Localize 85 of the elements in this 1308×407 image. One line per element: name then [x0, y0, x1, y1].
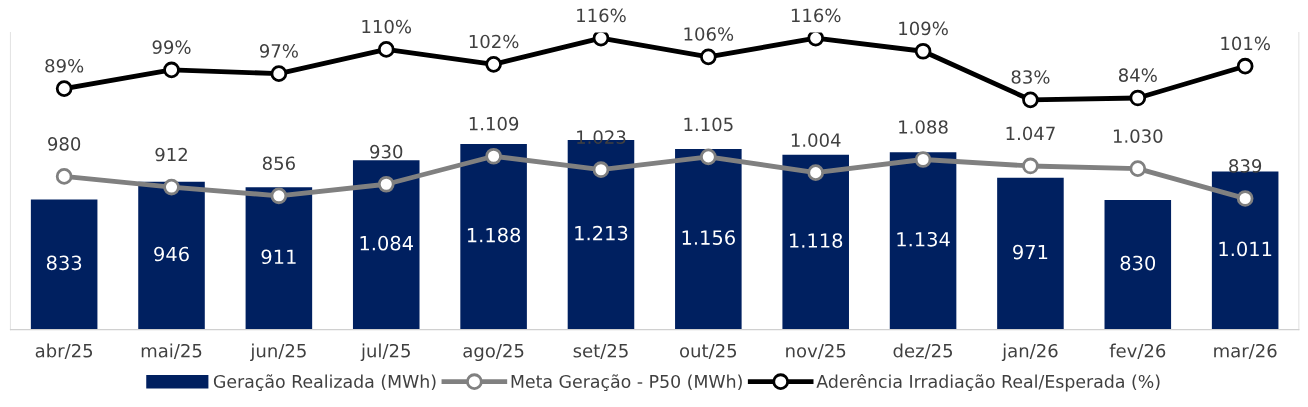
data-label: 839: [1229, 159, 1262, 173]
bar: [997, 177, 1064, 330]
data-label: 1.156: [682, 230, 735, 245]
data-label: 1.088: [899, 120, 948, 134]
point: [377, 41, 395, 58]
point: [163, 178, 180, 196]
point: [270, 187, 288, 205]
legend-label: Meta Geração - P50 (MWh): [511, 374, 742, 392]
data-label: 971: [1013, 244, 1048, 260]
x-tick-label: fev/26: [1109, 343, 1166, 359]
data-label: 856: [262, 156, 295, 171]
point: [1022, 91, 1039, 109]
bar: [1211, 171, 1279, 330]
bar: [782, 154, 849, 330]
point: [270, 65, 288, 82]
data-label: 830: [1120, 255, 1156, 271]
data-label: 101%: [1221, 36, 1270, 51]
data-label: 1.004: [791, 133, 841, 147]
data-label: 109%: [899, 21, 948, 36]
x-tick-label: mar/26: [1214, 343, 1277, 359]
x-tick-label: dez/25: [893, 343, 953, 359]
point: [163, 61, 180, 79]
point: [807, 164, 825, 182]
point: [914, 42, 932, 60]
point: [55, 80, 73, 97]
point: [485, 147, 502, 165]
point: [1022, 157, 1039, 175]
point: [1129, 160, 1147, 177]
point: [700, 48, 717, 66]
data-label: 1.047: [1006, 126, 1055, 141]
data-label: 930: [370, 144, 403, 159]
point: [807, 32, 825, 47]
bar: [30, 199, 98, 330]
data-label: 1.134: [897, 231, 950, 247]
point: [700, 148, 717, 166]
data-label: 116%: [791, 8, 841, 23]
data-label: 1.213: [575, 225, 628, 241]
point: [1236, 190, 1254, 207]
data-label: 1.030: [1113, 129, 1163, 143]
x-tick-label: jan/26: [1001, 343, 1058, 362]
data-label: 84%: [1118, 68, 1157, 82]
point: [377, 175, 395, 193]
point: [485, 55, 502, 73]
point: [1129, 89, 1147, 107]
legend-label: Aderência Irradiação Real/Esperada (%): [816, 373, 1160, 392]
point: [592, 161, 610, 179]
data-label: 102%: [469, 34, 519, 49]
bar: [352, 160, 420, 330]
x-tick-label: jul/25: [360, 343, 410, 362]
x-tick-label: set/25: [573, 343, 628, 359]
data-label: 911: [261, 249, 296, 265]
data-label: 106%: [684, 27, 734, 41]
x-tick-label: abr/25: [35, 343, 93, 359]
data-label: 1.084: [360, 235, 413, 251]
point: [914, 151, 932, 168]
data-label: 833: [46, 255, 82, 271]
bar: [889, 152, 957, 330]
data-label: 1.188: [467, 227, 521, 243]
data-label: 1.105: [684, 117, 733, 132]
bar: [460, 143, 527, 330]
bar: [138, 181, 205, 330]
data-label: 980: [48, 137, 81, 151]
bar: [675, 148, 742, 330]
point: [592, 32, 610, 47]
point: [55, 168, 73, 185]
data-label: 1.118: [790, 233, 843, 248]
bar: [245, 187, 313, 330]
data-label: 912: [155, 147, 187, 162]
bar: [1104, 199, 1172, 330]
point: [1236, 57, 1254, 75]
x-tick-label: out/25: [680, 343, 737, 359]
x-tick-label: mai/25: [141, 343, 202, 359]
data-label: 1.011: [1219, 241, 1272, 257]
x-tick-label: ago/25: [463, 343, 524, 362]
data-label: 83%: [1011, 70, 1050, 84]
data-label: 116%: [577, 8, 626, 23]
data-label: 110%: [362, 19, 412, 34]
legend-label: Geração Realizada (MWh): [213, 374, 436, 392]
x-tick-label: jun/25: [250, 343, 306, 362]
data-label: 89%: [45, 58, 84, 73]
data-label: 99%: [152, 40, 191, 54]
data-label: 946: [154, 246, 189, 262]
data-label: 97%: [259, 44, 298, 58]
data-label: 1.109: [469, 116, 519, 131]
x-tick-label: nov/25: [786, 343, 846, 359]
